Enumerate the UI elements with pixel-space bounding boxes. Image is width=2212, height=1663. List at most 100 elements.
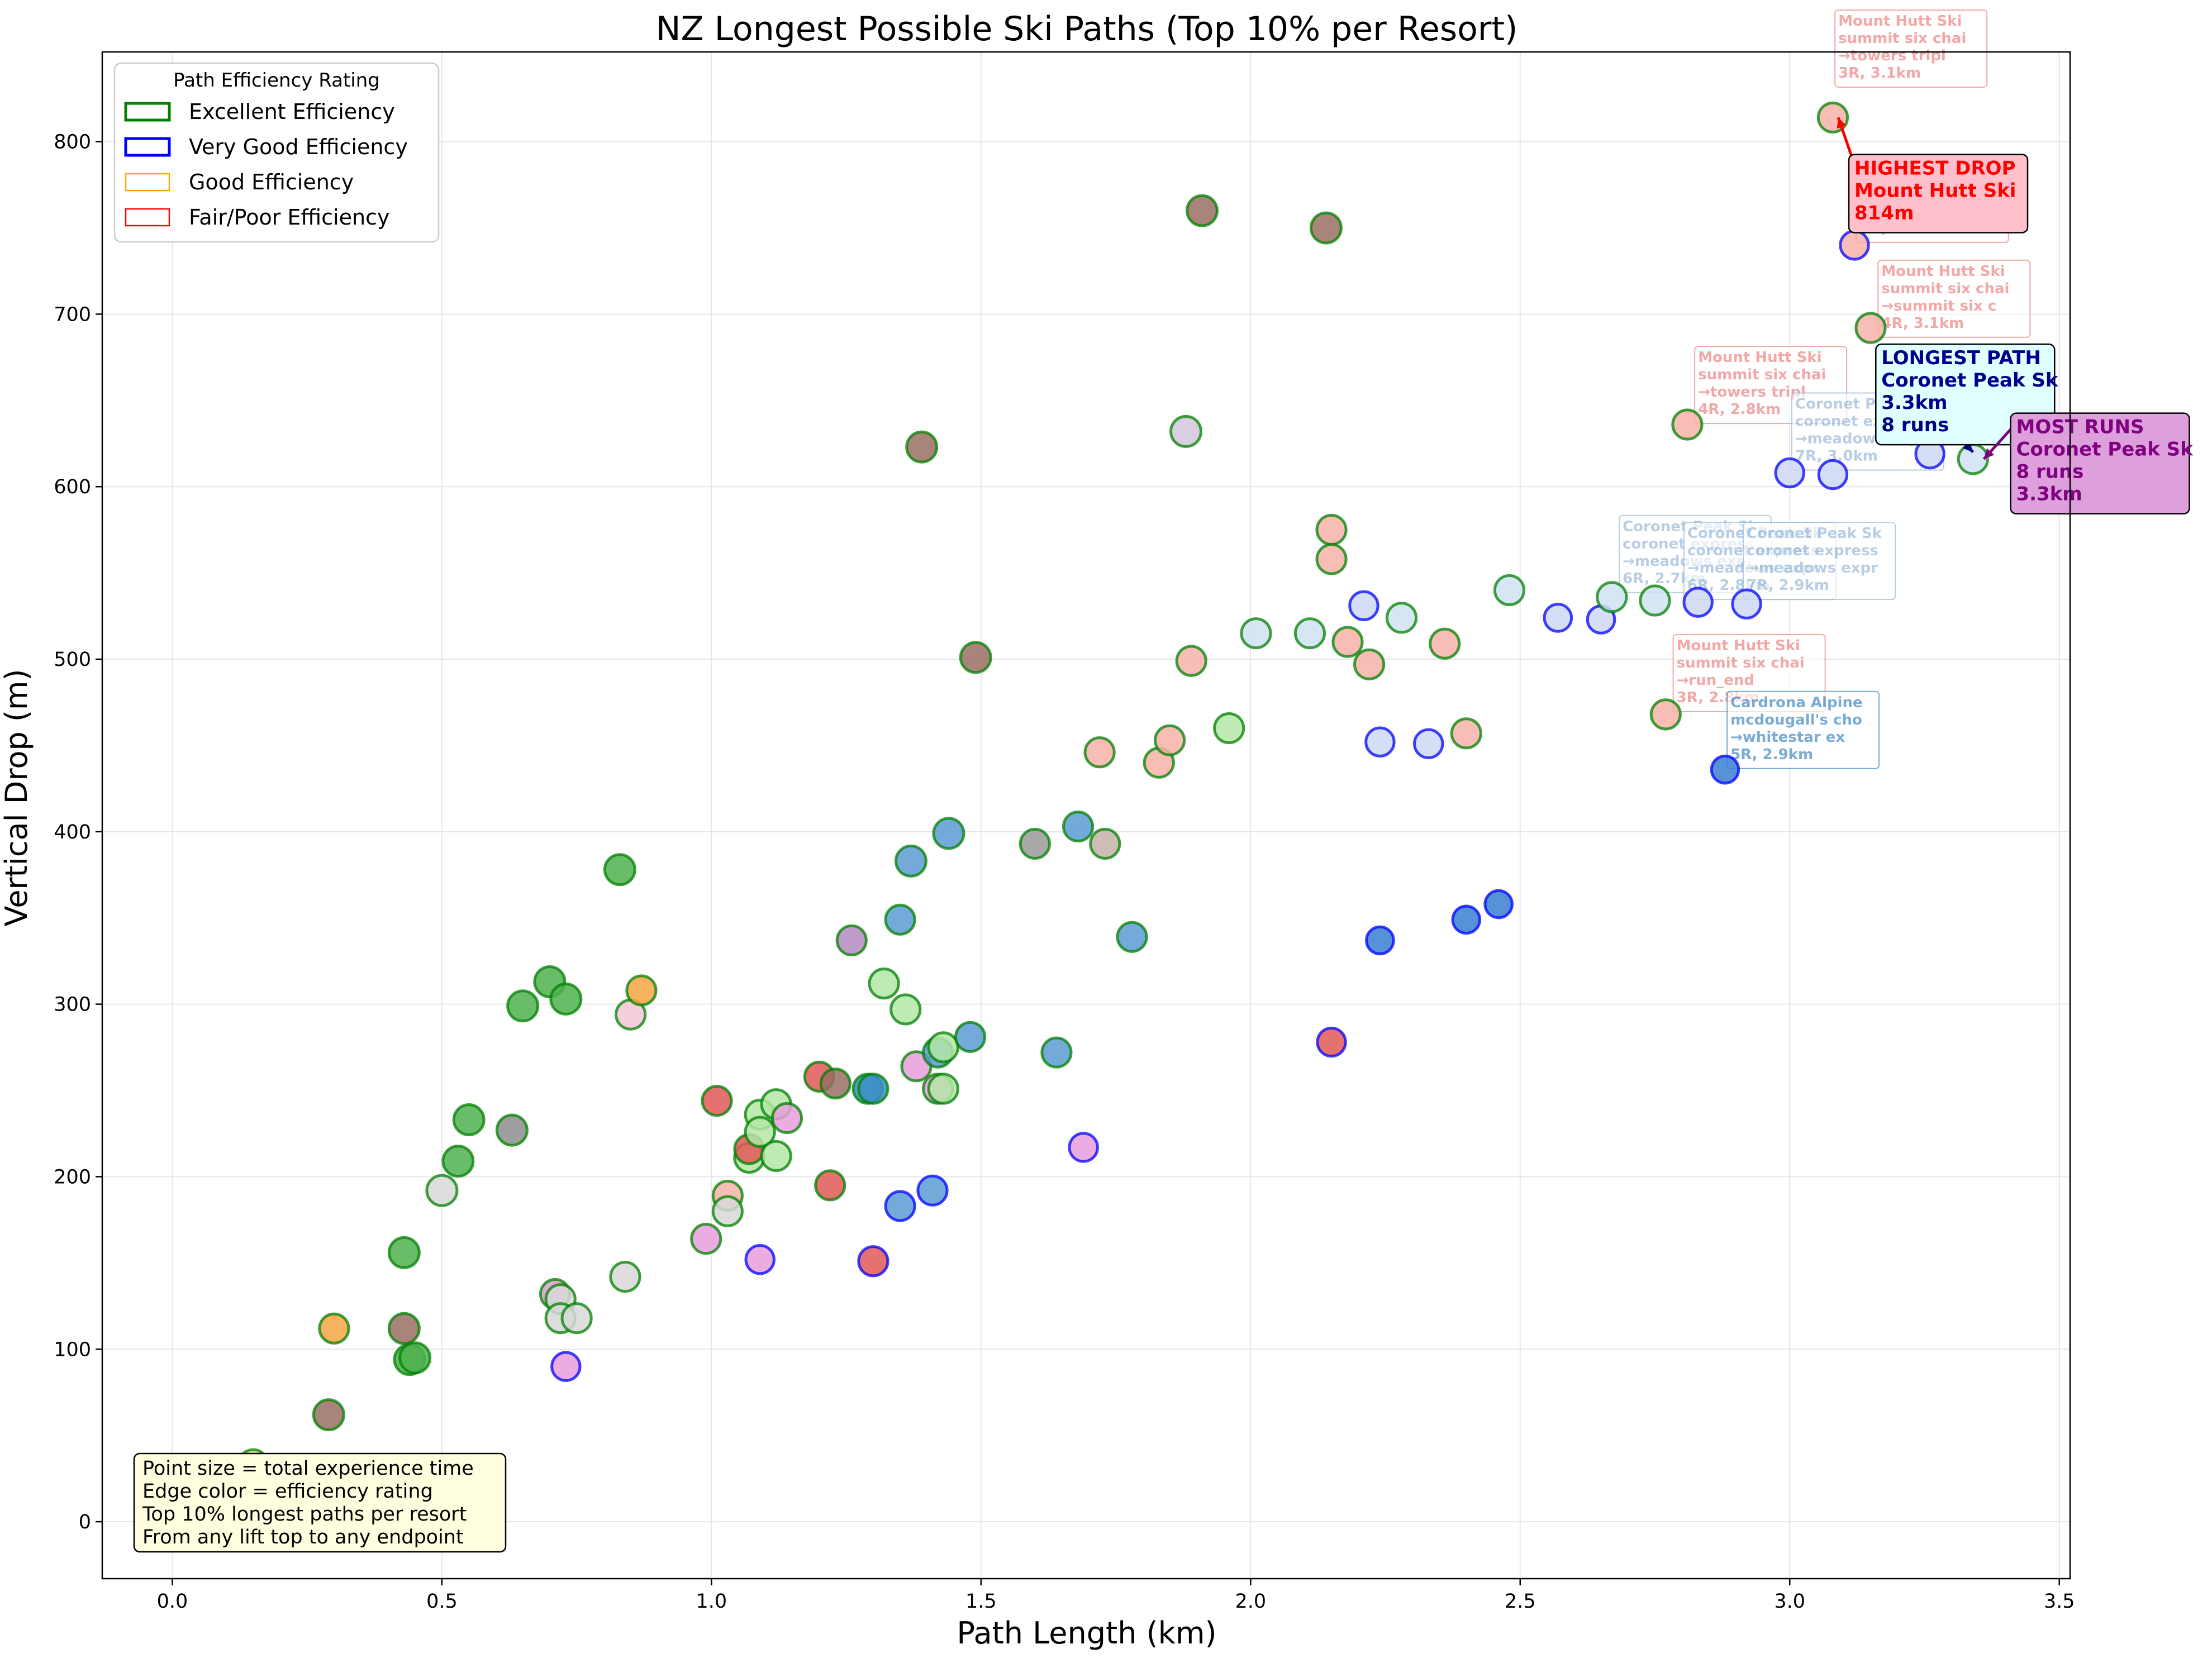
faded-label-line: 7R, 2.9km bbox=[1747, 577, 1829, 594]
callout-line: 3.3km bbox=[1881, 392, 1947, 414]
data-point bbox=[1185, 194, 1219, 227]
data-point bbox=[1062, 810, 1095, 843]
data-point bbox=[1040, 1036, 1073, 1069]
x-axis-label: Path Length (km) bbox=[957, 1616, 1216, 1651]
data-point bbox=[711, 1195, 744, 1227]
chart-title: NZ Longest Possible Ski Paths (Top 10% p… bbox=[656, 9, 1518, 49]
faded-label-line: →summit six c bbox=[1881, 298, 1996, 315]
x-tick-label: 3.0 bbox=[1774, 1590, 1805, 1613]
data-point bbox=[1175, 645, 1207, 677]
callout-line: 8 runs bbox=[1881, 414, 1949, 436]
callout-box bbox=[1848, 154, 2029, 234]
data-point bbox=[1493, 574, 1526, 607]
data-point bbox=[1596, 581, 1628, 613]
legend-label: Good Efficiency bbox=[189, 170, 354, 194]
data-point bbox=[550, 1351, 582, 1382]
info-box-frame bbox=[133, 1452, 507, 1553]
y-tick-label: 500 bbox=[54, 649, 91, 671]
faded-label-line: Cardrona Alpine bbox=[1730, 694, 1863, 711]
data-point bbox=[1019, 827, 1051, 860]
faded-label-line: summit six chai bbox=[1881, 280, 2009, 297]
x-tick-label: 2.0 bbox=[1235, 1590, 1266, 1613]
faded-label-box bbox=[1877, 259, 2031, 338]
legend-label: Fair/Poor Efficiency bbox=[189, 205, 389, 230]
data-point bbox=[1315, 543, 1348, 575]
data-point bbox=[1083, 736, 1116, 769]
faded-label-box bbox=[1834, 9, 1988, 88]
y-tick-label: 800 bbox=[54, 131, 91, 154]
data-point bbox=[1315, 513, 1348, 546]
callout-line: LONGEST PATH bbox=[1881, 347, 2041, 369]
data-point bbox=[1429, 627, 1461, 660]
legend-swatch bbox=[125, 173, 170, 192]
faded-label-line: Mount Hutt Ski bbox=[1881, 263, 2005, 280]
faded-label-line: coronet express bbox=[1747, 542, 1878, 559]
x-tick-label: 0.0 bbox=[157, 1590, 188, 1613]
data-point bbox=[954, 1021, 987, 1053]
callout-line: 8 runs bbox=[2016, 461, 2084, 483]
data-point bbox=[744, 1243, 776, 1275]
faded-label-line: Mount Hutt Ski bbox=[1698, 349, 1821, 366]
legend-label: Excellent Efficiency bbox=[189, 99, 395, 124]
data-point bbox=[506, 989, 540, 1023]
callout-box bbox=[2010, 412, 2190, 514]
data-point bbox=[1116, 921, 1148, 953]
y-axis-label: Vertical Drop (m) bbox=[0, 669, 34, 926]
faded-label-box bbox=[1743, 522, 1896, 601]
faded-label-line: Mount Hutt Ski bbox=[1838, 13, 1962, 30]
y-tick-label: 0 bbox=[79, 1511, 91, 1533]
callout-line: 3.3km bbox=[2016, 483, 2082, 506]
data-point bbox=[1348, 590, 1379, 621]
legend-box bbox=[113, 62, 440, 243]
data-point bbox=[894, 844, 927, 878]
data-point bbox=[927, 1073, 959, 1105]
data-point bbox=[1364, 726, 1396, 757]
callout-arrowhead bbox=[1983, 448, 1995, 459]
data-point bbox=[1213, 712, 1245, 745]
faded-label-line: Coronet Peak Sk bbox=[1747, 525, 1882, 542]
data-point bbox=[441, 1145, 475, 1178]
info-box: Point size = total experience time Edge … bbox=[133, 1452, 507, 1553]
data-point bbox=[1309, 211, 1343, 245]
data-point bbox=[868, 967, 900, 1000]
data-point bbox=[857, 1073, 889, 1105]
faded-label-line: →meadows expr bbox=[1747, 560, 1878, 576]
callout-line: Coronet Peak Sk bbox=[2016, 439, 2194, 461]
data-point bbox=[835, 924, 868, 956]
data-point bbox=[549, 982, 583, 1016]
data-point bbox=[819, 1068, 851, 1100]
data-point bbox=[770, 1102, 803, 1135]
data-point bbox=[1682, 587, 1714, 618]
info-line: Point size = total experience time bbox=[142, 1457, 474, 1480]
data-point bbox=[1450, 717, 1482, 750]
data-point bbox=[425, 1174, 459, 1207]
legend-title: Path Efficiency Rating bbox=[173, 69, 380, 92]
faded-label-line: →towers tripl bbox=[1698, 384, 1806, 401]
callout-arrowhead bbox=[1837, 117, 1847, 129]
data-point bbox=[905, 430, 939, 464]
data-point bbox=[318, 1312, 350, 1345]
y-tick-label: 300 bbox=[54, 994, 91, 1016]
callout-line: MOST RUNS bbox=[2016, 416, 2144, 439]
faded-label-line: →run_end bbox=[1677, 672, 1754, 689]
data-point bbox=[884, 903, 916, 936]
data-point bbox=[1543, 603, 1573, 633]
data-point bbox=[398, 1341, 432, 1375]
x-tick-label: 1.5 bbox=[965, 1590, 997, 1613]
faded-label-line: summit six chai bbox=[1838, 30, 1966, 47]
data-point bbox=[603, 853, 636, 887]
data-point bbox=[1774, 457, 1805, 489]
data-point bbox=[760, 1140, 792, 1173]
faded-label-line: summit six chai bbox=[1698, 366, 1826, 383]
x-tick-label: 3.5 bbox=[2044, 1590, 2075, 1613]
x-tick-label: 1.0 bbox=[696, 1590, 727, 1613]
data-point bbox=[744, 1116, 776, 1148]
faded-label-line: 5R, 2.9km bbox=[1730, 746, 1813, 763]
